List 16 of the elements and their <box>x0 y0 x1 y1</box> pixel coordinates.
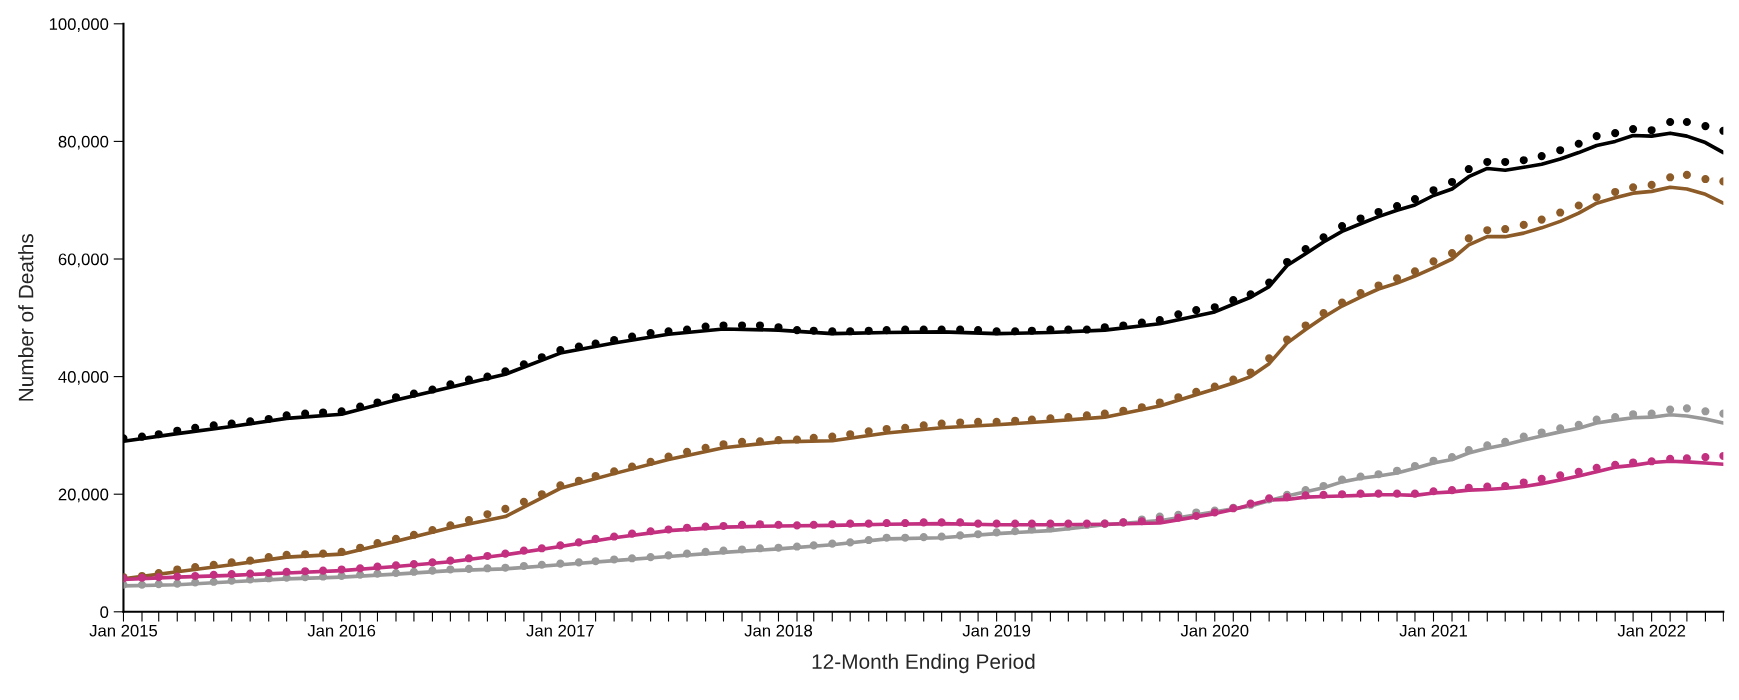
y-tick-label: 60,000 <box>58 253 109 268</box>
x-tick-label: Jan 2017 <box>526 624 594 637</box>
y-axis-title: Number of Deaths <box>18 234 34 401</box>
x-axis-title: 12-Month Ending Period <box>812 653 1035 674</box>
y-tick-label: 20,000 <box>58 488 109 503</box>
x-tick-label: Jan 2019 <box>962 624 1031 637</box>
y-tick-label: 80,000 <box>58 135 109 150</box>
x-tick-label: Jan 2020 <box>1180 624 1249 637</box>
y-tick-label: 40,000 <box>58 371 109 385</box>
y-tick-label: 0 <box>100 606 109 618</box>
y-tick-label: 100,000 <box>49 18 109 32</box>
x-tick-label: Jan 2021 <box>1399 624 1467 637</box>
x-tick-label: Jan 2015 <box>89 624 158 637</box>
x-tick-label: Jan 2016 <box>307 624 376 637</box>
x-tick-label: Jan 2022 <box>1617 624 1686 637</box>
x-tick-label: Jan 2018 <box>744 624 813 637</box>
